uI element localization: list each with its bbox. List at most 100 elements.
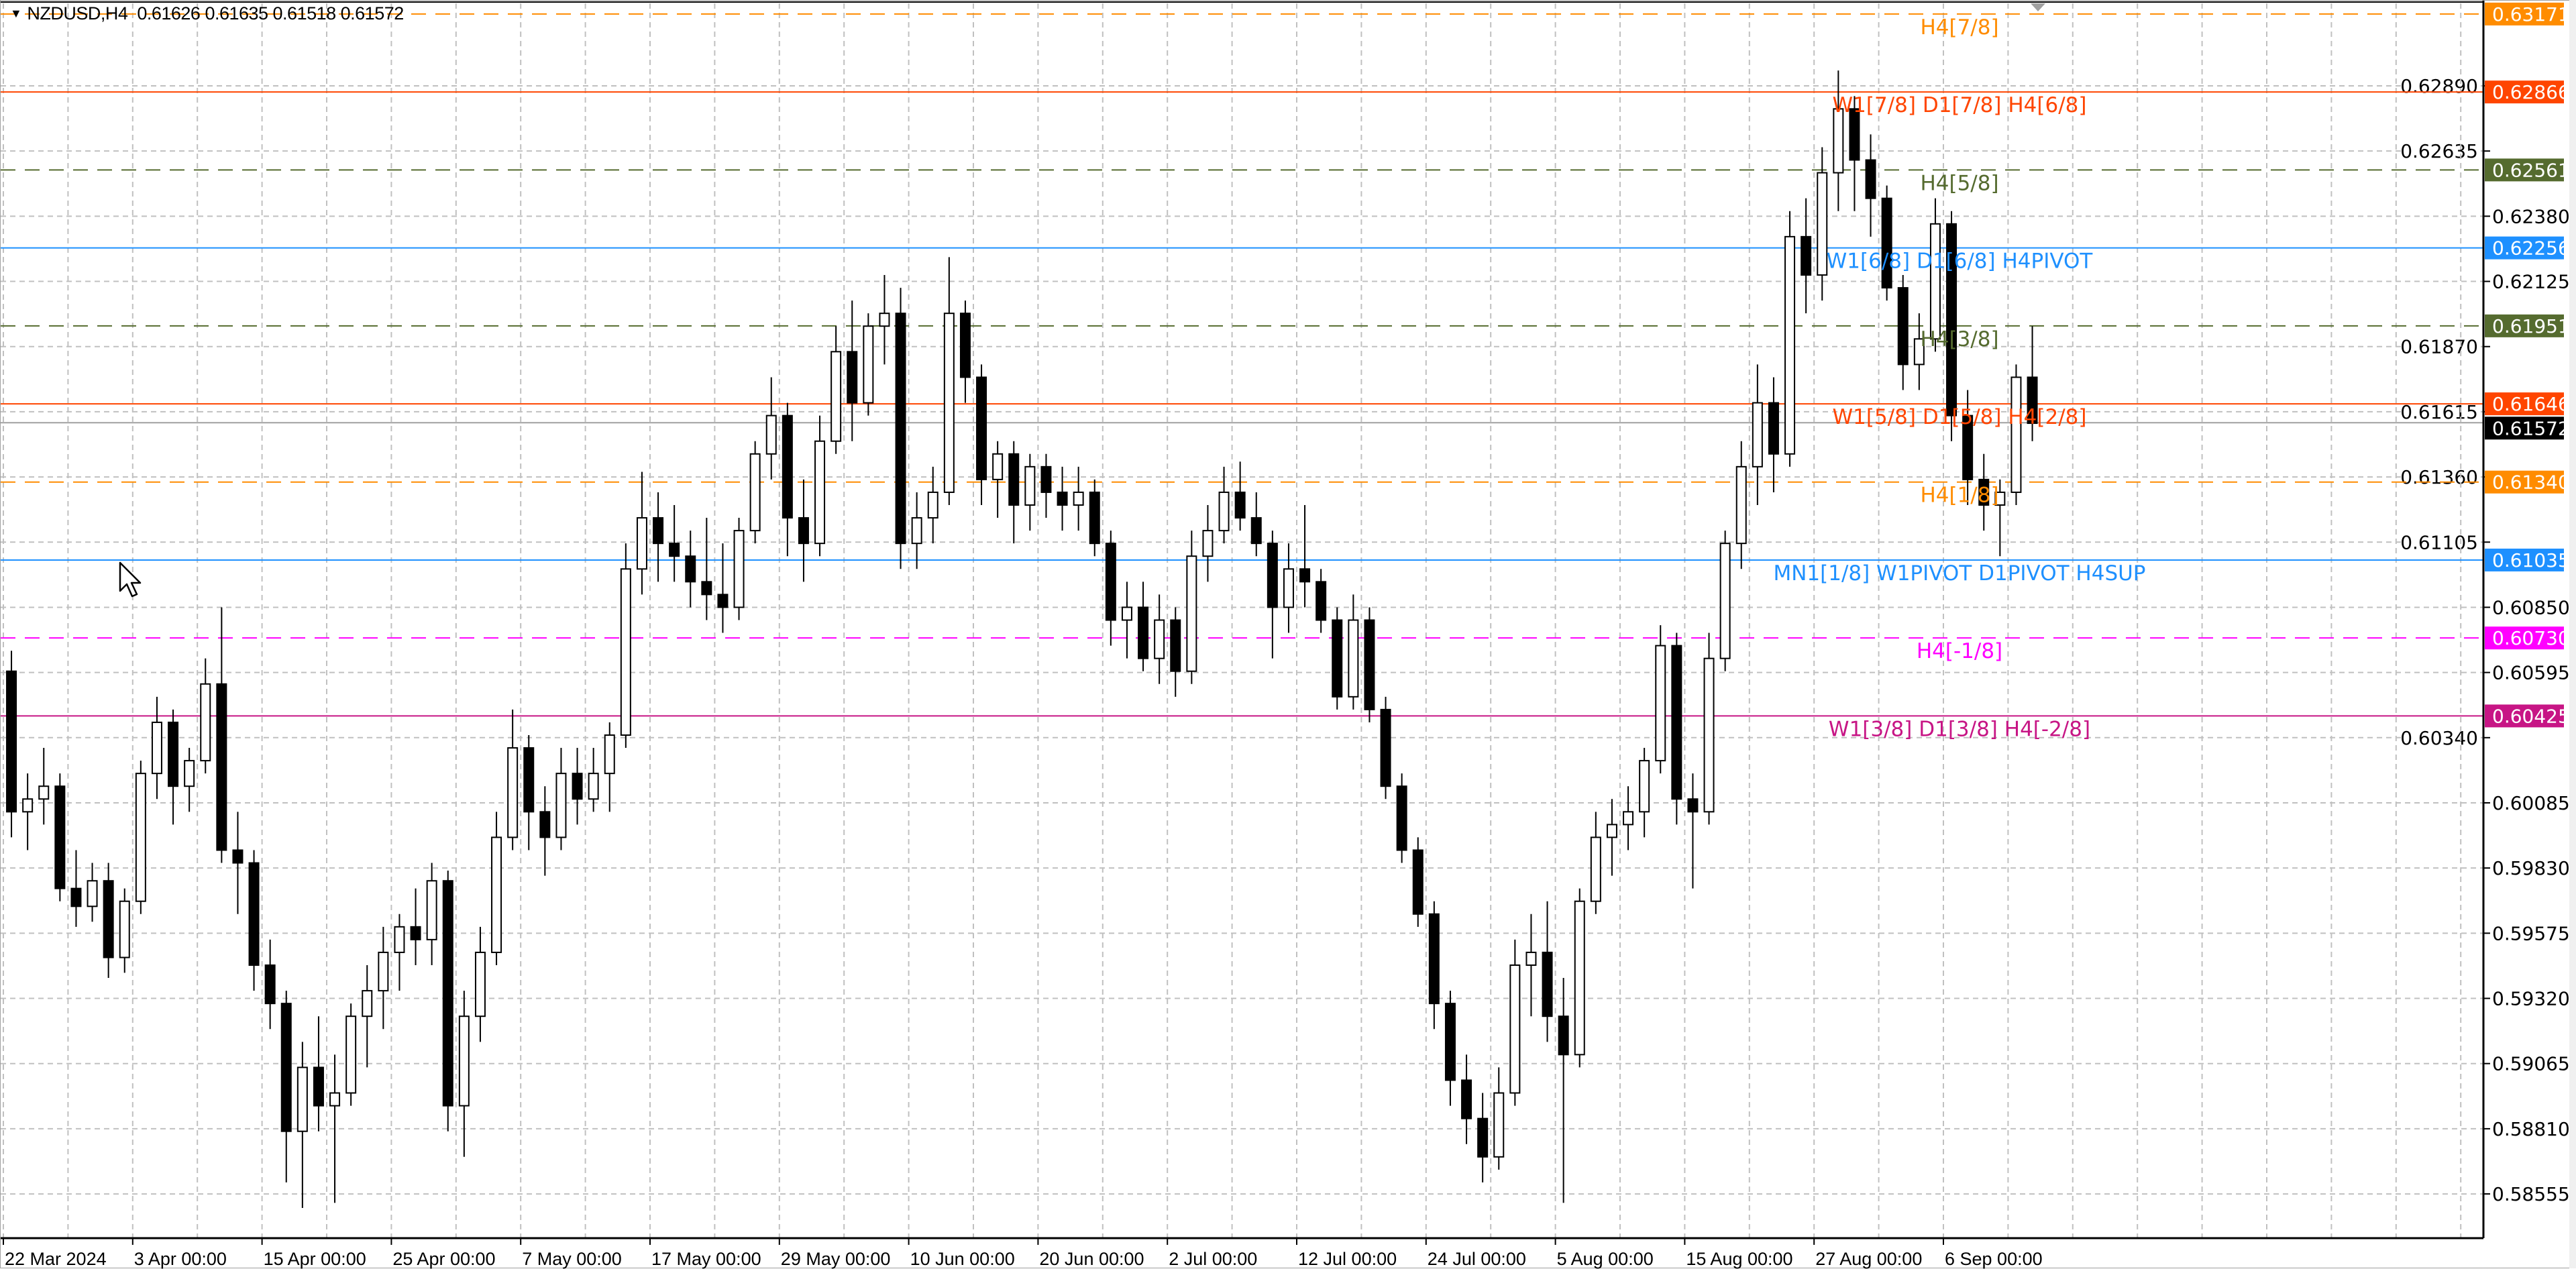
candle-bull (474, 951, 486, 1017)
price-axis-label: 0.61105 (2400, 531, 2478, 553)
candle-bear (1412, 849, 1424, 915)
candle-bear (216, 683, 227, 851)
level-label: W1[7/8] D1[7/8] H4[6/8] (1833, 93, 2087, 117)
candle-bull (830, 351, 842, 442)
candle-bull (1623, 811, 1634, 826)
candle-bull (1929, 223, 1941, 340)
price-axis-label: 0.59065 (2492, 1053, 2570, 1075)
candle-bear (1089, 491, 1100, 545)
level-price-label: 0.61646 (2492, 393, 2570, 415)
price-axis-label: 0.62380 (2492, 205, 2570, 227)
level-label: W1[5/8] D1[5/8] H4[2/8] (1833, 405, 2087, 429)
candle-bear (895, 313, 906, 545)
candle-bull (1719, 543, 1731, 659)
time-axis-label: 22 Mar 2024 (5, 1249, 107, 1269)
candle-bull (329, 1092, 341, 1107)
time-axis-label: 15 Apr 00:00 (264, 1249, 366, 1269)
candle-bull (1283, 568, 1294, 608)
price-axis-label: 0.60850 (2492, 596, 2570, 618)
candle-bull (927, 491, 938, 519)
candle-bull (733, 530, 745, 608)
time-axis-label: 17 May 00:00 (651, 1249, 761, 1269)
candle-bear (976, 376, 987, 480)
price-axis-label: 0.61870 (2400, 336, 2478, 358)
candle-bear (669, 543, 680, 557)
candle-bull (1509, 964, 1521, 1094)
price-axis-label: 0.59830 (2492, 857, 2570, 879)
candle-bear (1380, 708, 1391, 787)
candle-bull (1784, 235, 1796, 455)
candle-bull (426, 880, 437, 940)
candle-bear (798, 517, 809, 545)
candle-bull (1202, 530, 1214, 557)
time-axis-label: 12 Jul 00:00 (1298, 1249, 1397, 1269)
candle-bull (863, 325, 874, 404)
level-label: H4[-1/8] (1917, 639, 2002, 663)
level-price-label-box (2485, 626, 2564, 650)
triangle-down-icon[interactable]: ▼ (10, 7, 22, 20)
price-axis-label: 0.60595 (2492, 662, 2570, 684)
candle-bull (22, 798, 34, 813)
candle-bear (717, 594, 729, 608)
candle-bear (959, 313, 971, 378)
candle-bear (1316, 581, 1327, 621)
candle-bull (749, 453, 761, 532)
candle-bull (458, 1015, 470, 1107)
candle-bear (264, 964, 276, 1005)
candle-bull (1994, 491, 2006, 506)
candle-bull (1186, 555, 1197, 672)
price-axis-label-backdrop (2404, 531, 2481, 554)
candle-bull (362, 990, 373, 1017)
bid-price-label-box (2485, 417, 2564, 440)
window-edge (2569, 0, 2576, 1268)
candle-bull (636, 517, 647, 570)
price-axis-label: 0.60340 (2400, 727, 2478, 749)
candle-bear (313, 1066, 324, 1107)
candle-bull (1639, 760, 1650, 813)
candle-bear (1170, 619, 1181, 672)
price-axis-label-backdrop (2404, 726, 2481, 749)
candle-bear (70, 887, 82, 907)
candle-bear (232, 849, 244, 864)
level-price-label-box (2485, 80, 2564, 104)
candle-bull (491, 836, 502, 953)
level-price-label: 0.62561 (2492, 159, 2570, 181)
candle-bull (1913, 338, 1925, 366)
candle-bear (847, 351, 858, 404)
candle-bear (1332, 619, 1343, 698)
candle-bull (1655, 645, 1666, 762)
candle-bear (168, 721, 179, 787)
time-axis-label: 2 Jul 00:00 (1169, 1249, 1257, 1269)
time-axis-label: 3 Apr 00:00 (134, 1249, 227, 1269)
candle-bear (1897, 287, 1909, 366)
candle-bear (1768, 402, 1779, 455)
price-axis-label: 0.59575 (2492, 922, 2570, 944)
price-axis-label-backdrop (2404, 74, 2481, 97)
time-axis-label: 27 Aug 00:00 (1815, 1249, 1922, 1269)
candle-bull (1348, 619, 1359, 698)
candle-bull (87, 880, 98, 907)
candle-bull (911, 517, 922, 545)
candle-bull (555, 773, 567, 838)
mouse-cursor-icon (119, 561, 142, 598)
candle-bear (2027, 376, 2038, 425)
level-price-label-box (2485, 236, 2564, 260)
level-label: H4[3/8] (1920, 327, 1998, 351)
candle-bear (523, 747, 535, 813)
chart-shift-marker-icon[interactable] (2031, 3, 2045, 11)
candle-bear (54, 785, 66, 889)
candle-bull (765, 415, 777, 455)
candle-bull (378, 951, 389, 992)
level-price-label: 0.60425 (2492, 705, 2570, 727)
level-price-label-box (2485, 392, 2564, 416)
candle-bear (1057, 491, 1068, 506)
candle-bull (943, 313, 955, 493)
price-axis-label: 0.61360 (2400, 466, 2478, 488)
candle-bull (38, 785, 50, 800)
candle-bear (1881, 197, 1892, 289)
ohlc-values: 0.61626 0.61635 0.61518 0.61572 (137, 3, 404, 23)
candle-bear (248, 862, 260, 966)
price-axis-label: 0.60085 (2492, 792, 2570, 814)
